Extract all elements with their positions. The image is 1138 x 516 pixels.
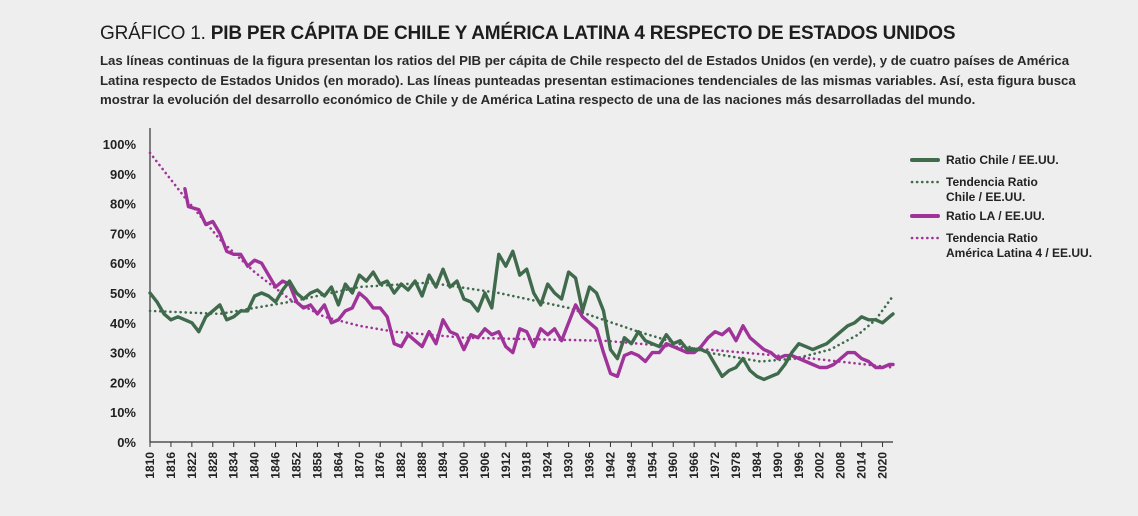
x-tick-label: 1912 [499,452,513,479]
y-tick-label: 70% [110,226,136,241]
x-tick-label: 1924 [541,452,555,479]
x-tick-label: 1834 [227,452,241,479]
x-tick-label: 1948 [624,452,638,479]
legend-label: Ratio Chile / EE.UU. [946,153,1059,167]
trend-line-1 [148,281,895,363]
legend-label-line2: Chile / EE.UU. [946,190,1025,204]
y-tick-label: 20% [110,375,136,390]
x-tick-label: 1816 [164,452,178,479]
x-tick-label: 2014 [855,452,869,479]
y-tick-label: 30% [110,346,136,361]
x-tick-label: 1846 [269,452,283,479]
x-tick-label: 1888 [415,452,429,479]
x-tick-label: 2008 [834,452,848,479]
y-tick-label: 100% [103,137,137,152]
x-tick-label: 2020 [876,452,890,479]
legend-label: Ratio LA / EE.UU. [946,209,1045,223]
series-line-0 [148,249,895,382]
x-tick-label: 1822 [185,452,199,479]
x-tick-label: 1810 [143,452,157,479]
series-line-2 [183,187,895,379]
y-tick-label: 40% [110,316,136,331]
legend-label-line2: América Latina 4 / EE.UU. [946,246,1092,260]
x-tick-label: 1990 [771,452,785,479]
chart-axes: 0% 10% 20% 30% 40% 50% 60% 70% 80% 90% 100% 1810 181… [103,128,893,479]
x-tick-label: 1978 [729,452,743,479]
x-tick-label: 2002 [813,452,827,479]
chart-series [148,151,895,382]
y-tick-label: 10% [110,405,136,420]
chart-title-lead: GRÁFICO 1. [100,23,206,44]
x-tick-label: 1942 [603,452,617,479]
x-tick-label: 1840 [248,452,262,479]
x-tick-label: 1960 [666,452,680,479]
chart-title: GRÁFICO 1. PIB PER CÁPITA DE CHILE Y AMÉ… [100,22,1110,46]
x-tick-label: 1870 [352,452,366,479]
trend-line-3 [148,151,895,369]
y-tick-label: 60% [110,256,136,271]
x-tick-label: 1906 [478,452,492,479]
x-tick-label: 1876 [373,452,387,479]
chart-subtitle: Las líneas continuas de la figura presen… [100,53,1076,107]
chart-legend: Ratio Chile / EE.UU.Tendencia RatioChile… [910,153,1092,260]
x-tick-label: 1852 [290,452,304,479]
x-tick-label: 1882 [394,452,408,479]
x-tick-label: 1858 [310,452,324,479]
x-tick-label: 1996 [792,452,806,479]
x-tick-label: 1972 [708,452,722,479]
x-tick-label: 1954 [645,452,659,479]
x-tick-label: 1864 [331,452,345,479]
y-tick-label: 50% [110,286,136,301]
chart-title-main: PIB PER CÁPITA DE CHILE Y AMÉRICA LATINA… [210,23,956,44]
x-tick-label: 1966 [687,452,701,479]
x-tick-label: 1936 [583,452,597,479]
chart-header: GRÁFICO 1. PIB PER CÁPITA DE CHILE Y AMÉ… [100,22,1110,110]
x-tick-label: 1918 [520,452,534,479]
legend-label: Tendencia Ratio [946,231,1038,245]
y-tick-label: 0% [117,435,136,450]
x-tick-label: 1894 [436,452,450,479]
x-tick-label: 1984 [750,452,764,479]
legend-label: Tendencia Ratio [946,175,1038,189]
y-tick-label: 90% [110,167,136,182]
y-tick-label: 80% [110,197,136,212]
x-tick-label: 1828 [206,452,220,479]
x-tick-label: 1930 [562,452,576,479]
x-tick-label: 1900 [457,452,471,479]
